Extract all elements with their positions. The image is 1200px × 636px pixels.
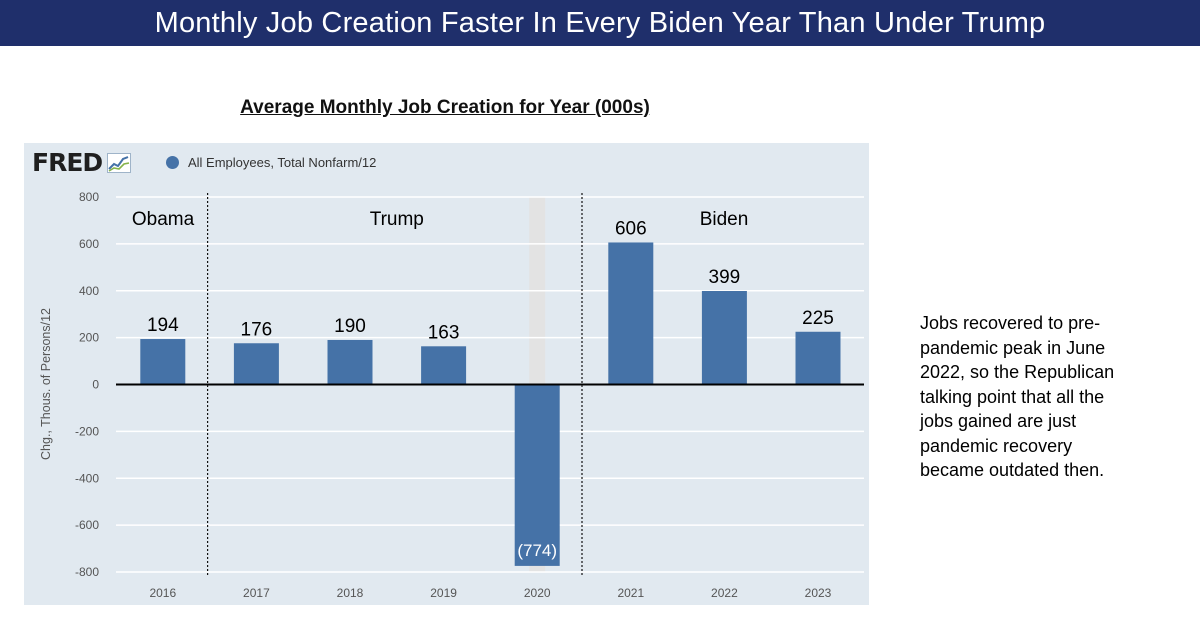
- bar-2018: [327, 339, 373, 385]
- data-label-2016: 194: [147, 315, 179, 336]
- annotation-trump: Trump: [370, 209, 424, 230]
- y-tick-label: -800: [75, 565, 99, 579]
- y-tick-label: 800: [79, 190, 99, 204]
- x-tick-label: 2016: [149, 586, 176, 600]
- plot-area: [116, 185, 864, 572]
- x-tick-label: 2023: [805, 586, 832, 600]
- side-note-line: became outdated then.: [920, 460, 1105, 480]
- y-tick-label: 600: [79, 237, 99, 251]
- data-label-2022: 399: [709, 267, 741, 288]
- fred-logo: FRED: [32, 148, 132, 178]
- side-note-line: talking point that all the: [920, 386, 1105, 407]
- annotation-biden: Biden: [700, 209, 749, 230]
- data-label-2021: 606: [615, 218, 647, 239]
- side-note: Jobs recovered to pre-pandemic peak in J…: [920, 311, 1190, 483]
- banner-title: Monthly Job Creation Faster In Every Bid…: [154, 6, 1046, 39]
- data-label-2019: 163: [428, 322, 460, 343]
- side-note-line: pandemic peak in June: [920, 337, 1106, 358]
- banner: Monthly Job Creation Faster In Every Bid…: [0, 0, 1200, 46]
- x-tick-label: 2017: [243, 586, 270, 600]
- y-tick-label: 400: [79, 284, 99, 298]
- x-tick-label: 2019: [430, 586, 457, 600]
- bar-2017: [233, 343, 279, 385]
- chart-legend: All Employees, Total Nonfarm/12: [166, 152, 376, 172]
- y-tick-label: 0: [92, 378, 99, 392]
- x-tick-label: 2021: [617, 586, 644, 600]
- bar-2016: [140, 339, 186, 385]
- data-label-2018: 190: [334, 316, 366, 337]
- data-label-2020: (774): [517, 541, 557, 560]
- data-label-2017: 176: [241, 319, 273, 340]
- y-tick-label: -600: [75, 518, 99, 532]
- data-label-2023: 225: [802, 308, 834, 329]
- chart-title: Average Monthly Job Creation for Year (0…: [240, 97, 650, 118]
- side-note-line: 2022, so the Republican: [920, 362, 1115, 382]
- y-tick-label: 200: [79, 331, 99, 345]
- legend-marker: [166, 155, 179, 169]
- y-axis-label: Chg., Thous. of Persons/12: [39, 308, 53, 460]
- side-note-line: Jobs recovered to pre-: [920, 313, 1101, 333]
- legend-label: All Employees, Total Nonfarm/12: [188, 154, 377, 170]
- side-note-line: jobs gained are just: [920, 411, 1077, 431]
- bar-2021: [608, 242, 654, 385]
- y-tick-label: -400: [75, 471, 99, 485]
- bar-2020: [514, 384, 560, 566]
- x-tick-label: 2018: [337, 586, 364, 600]
- bar-2019: [421, 346, 467, 385]
- bar-2023: [795, 331, 841, 385]
- line-graph-icon: [107, 153, 132, 173]
- x-tick-label: 2022: [711, 586, 738, 600]
- bar-2022: [701, 290, 747, 385]
- fred-logo-text: FRED: [32, 148, 103, 177]
- side-note-line: pandemic recovery: [920, 435, 1073, 456]
- y-tick-label: -200: [75, 424, 99, 438]
- x-tick-label: 2020: [524, 586, 551, 600]
- annotation-obama: Obama: [132, 209, 195, 230]
